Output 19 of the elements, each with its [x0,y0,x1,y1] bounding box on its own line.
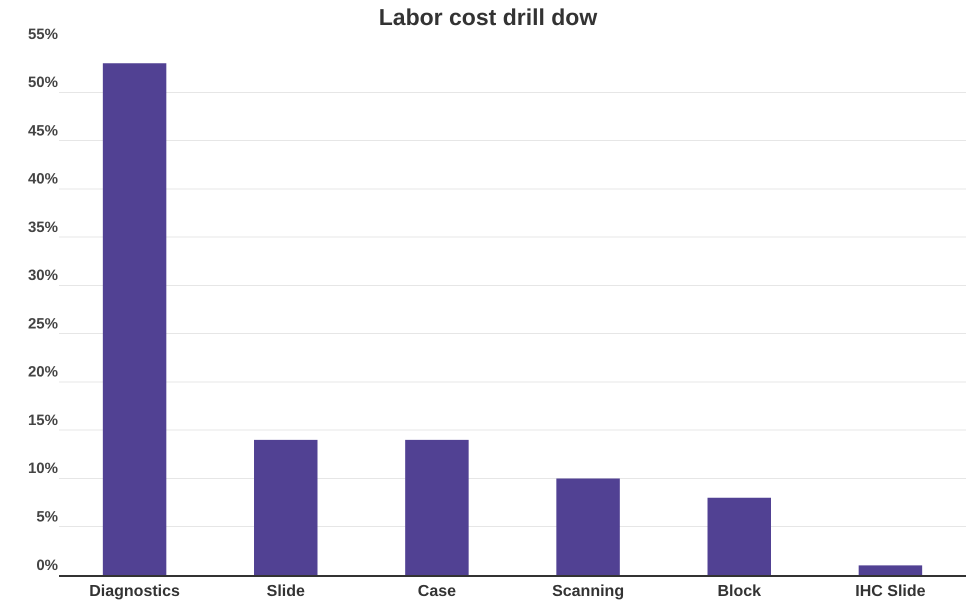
y-tick-label: 30% [28,267,58,284]
y-tick-label: 5% [36,508,58,526]
y-tick-label: 35% [28,218,58,236]
chart-title: Labor cost drill dow [378,4,598,30]
y-tick-label: 50% [28,74,58,92]
y-tick-label: 40% [28,170,58,188]
x-tick-label: Scanning [552,583,624,600]
x-tick-label: Case [418,583,456,600]
x-tick-label: Slide [266,583,305,600]
x-tick-label: Diagnostics [89,583,180,600]
y-tick-label: 15% [28,412,58,429]
x-tick-label: Block [717,583,762,600]
y-tick-label: 45% [28,122,58,140]
y-tick-label: 10% [28,460,58,478]
y-tick-label: 55% [28,26,58,43]
y-tick-label: 0% [36,556,58,574]
y-tick-label: 20% [28,364,58,381]
y-tick-label: 25% [28,315,58,332]
x-tick-label: IHC Slide [855,583,926,600]
